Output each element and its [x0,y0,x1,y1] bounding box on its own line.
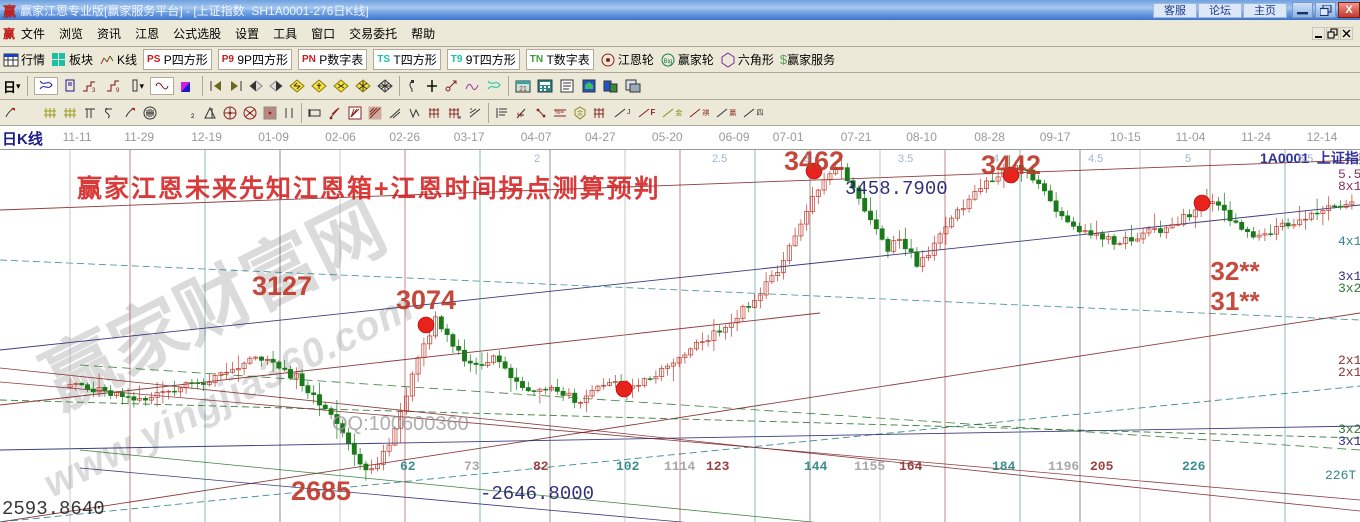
svg-text:2x1: 2x1 [1338,365,1360,380]
svg-text:4.5: 4.5 [1088,153,1103,165]
svg-text:5.5: 5.5 [1298,153,1313,165]
svg-text:2: 2 [534,153,540,165]
svg-text:QQ:100600360: QQ:100600360 [332,413,469,435]
svg-text:1114: 1114 [664,459,695,474]
svg-text:3x1: 3x1 [1338,434,1360,449]
svg-text:3127: 3127 [252,271,312,301]
svg-text:-2646.8000: -2646.8000 [480,483,594,505]
svg-text:2: 2 [191,114,195,119]
svg-text:%: % [517,113,523,119]
svg-text:226: 226 [1182,459,1206,474]
svg-text:3442: 3442 [981,150,1041,180]
svg-text:2.5: 2.5 [712,153,727,165]
svg-text:205: 205 [1090,459,1114,474]
svg-text:226T: 226T [1325,468,1356,483]
svg-text:3: 3 [92,88,96,93]
svg-text:73: 73 [464,459,480,474]
svg-text:3074: 3074 [396,285,456,315]
svg-text:9: 9 [116,88,120,93]
svg-text:123: 123 [706,459,730,474]
svg-text:4: 4 [993,153,999,165]
svg-text:164: 164 [899,459,923,474]
svg-text:3: 3 [804,153,810,165]
svg-text:102: 102 [616,459,640,474]
svg-text:184: 184 [992,459,1016,474]
svg-text:金: 金 [577,109,583,117]
svg-text:%=: %= [555,110,564,116]
svg-text:2685: 2685 [291,476,351,506]
svg-text:2593.8640: 2593.8640 [2,498,105,520]
svg-text:Big: Big [663,59,672,65]
svg-text:31**: 31** [1210,286,1260,316]
svg-text:4x1: 4x1 [1338,234,1360,249]
svg-text:3x2: 3x2 [1338,281,1360,296]
svg-text:3458.7900: 3458.7900 [845,178,948,200]
svg-text:32**: 32** [1210,256,1260,286]
svg-text:21: 21 [519,86,527,93]
svg-text:62: 62 [400,459,416,474]
svg-text:5: 5 [1185,153,1191,165]
svg-text:1196: 1196 [1048,459,1079,474]
svg-text:82: 82 [533,459,549,474]
svg-text:144: 144 [804,459,828,474]
svg-text:赢家江恩未来先知江恩箱+江恩时间拐点测算预判: 赢家江恩未来先知江恩箱+江恩时间拐点测算预判 [77,174,661,203]
svg-text:1155: 1155 [854,459,885,474]
svg-text:3.5: 3.5 [898,153,913,165]
svg-text:3462: 3462 [784,150,844,176]
svg-text:8x1: 8x1 [1338,179,1360,194]
